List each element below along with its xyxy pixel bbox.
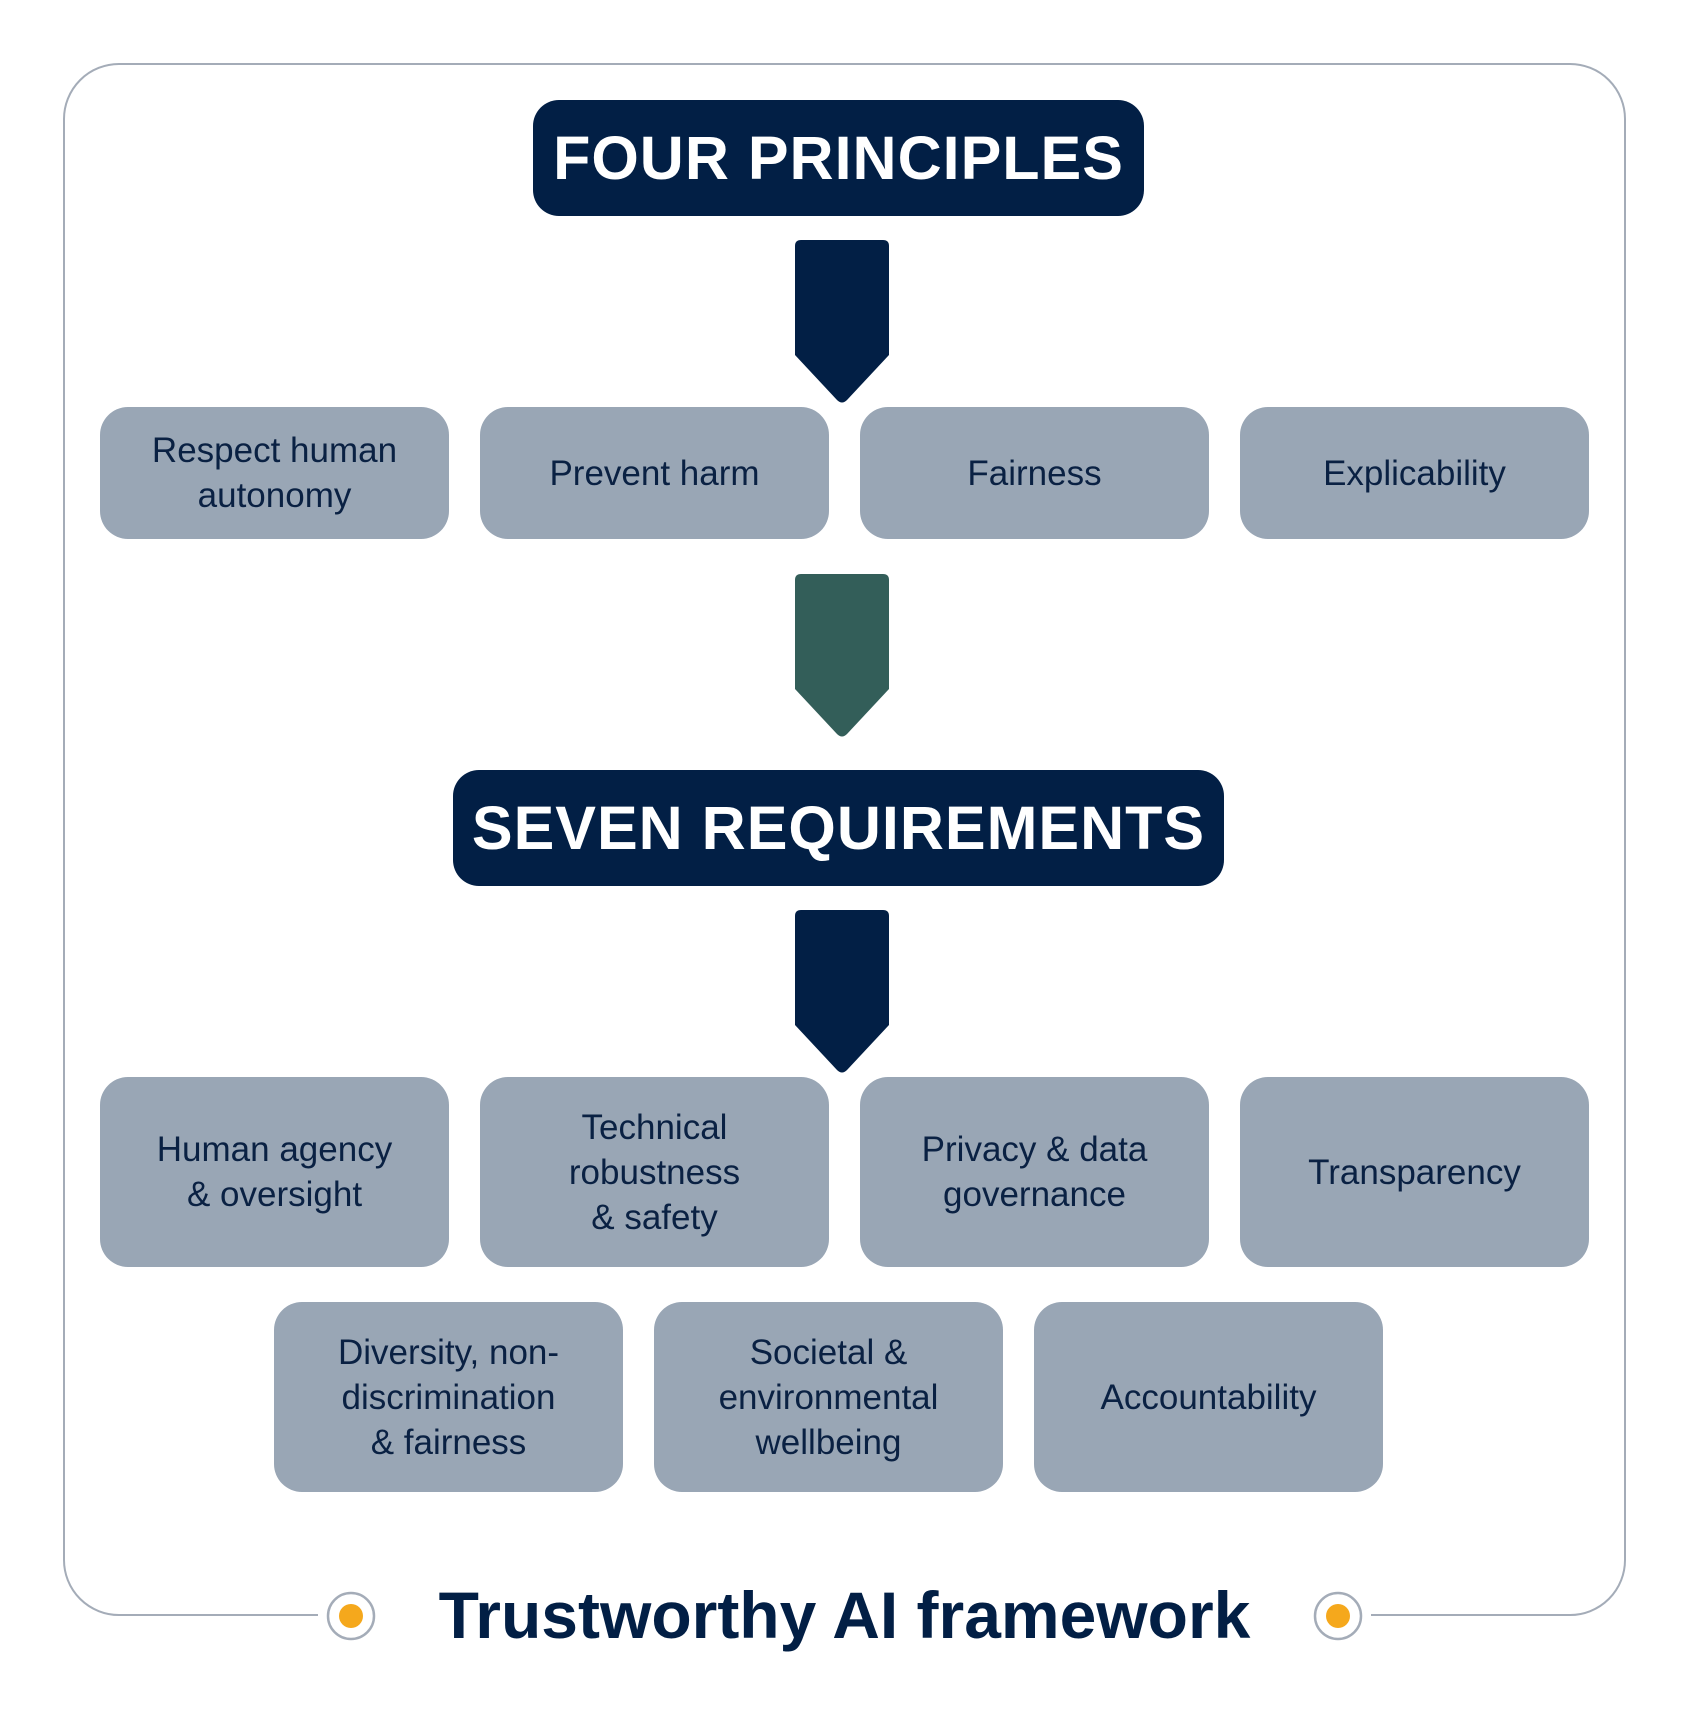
requirement-label: Societal & environmental wellbeing: [718, 1332, 939, 1462]
principles-heading: FOUR PRINCIPLES: [533, 100, 1144, 216]
requirement-label: Accountability: [1100, 1377, 1317, 1417]
requirement-label: Diversity, non-discrimination & fairness: [337, 1332, 560, 1462]
requirement-card: Accountability: [1034, 1302, 1383, 1492]
requirement-card: Societal & environmental wellbeing: [654, 1302, 1003, 1492]
requirement-card: Transparency: [1240, 1077, 1589, 1267]
principle-card: Fairness: [860, 407, 1209, 539]
requirements-heading-text: SEVEN REQUIREMENTS: [471, 794, 1206, 862]
requirement-card: Diversity, non-discrimination & fairness: [274, 1302, 623, 1492]
requirement-card: Human agency & oversight: [100, 1077, 449, 1267]
diagram-caption: Trustworthy AI framework: [438, 1578, 1251, 1652]
requirement-label: Transparency: [1308, 1152, 1521, 1192]
requirement-label: Technical robustness & safety: [568, 1107, 741, 1237]
down-arrow-icon: [795, 910, 889, 1075]
principle-card: Respect human autonomy: [100, 407, 449, 539]
requirement-card: Privacy & data governance: [860, 1077, 1209, 1267]
requirement-label: Human agency & oversight: [156, 1130, 393, 1214]
circle-dot-icon: [326, 1591, 376, 1641]
caption-row: Trustworthy AI framework: [0, 1575, 1689, 1657]
requirements-heading: SEVEN REQUIREMENTS: [453, 770, 1224, 886]
requirement-label: Privacy & data governance: [921, 1130, 1148, 1214]
down-arrow-icon: [795, 240, 889, 405]
caption-background: [318, 1575, 1371, 1657]
principle-label: Respect human autonomy: [151, 431, 398, 515]
principle-label: Fairness: [967, 453, 1102, 493]
principle-label: Explicability: [1323, 453, 1506, 493]
principle-label: Prevent harm: [549, 453, 760, 493]
down-arrow-icon: [795, 574, 889, 739]
principle-card: Explicability: [1240, 407, 1589, 539]
circle-dot-icon: [1313, 1591, 1363, 1641]
principles-heading-text: FOUR PRINCIPLES: [553, 124, 1124, 192]
principle-card: Prevent harm: [480, 407, 829, 539]
requirement-card: Technical robustness & safety: [480, 1077, 829, 1267]
